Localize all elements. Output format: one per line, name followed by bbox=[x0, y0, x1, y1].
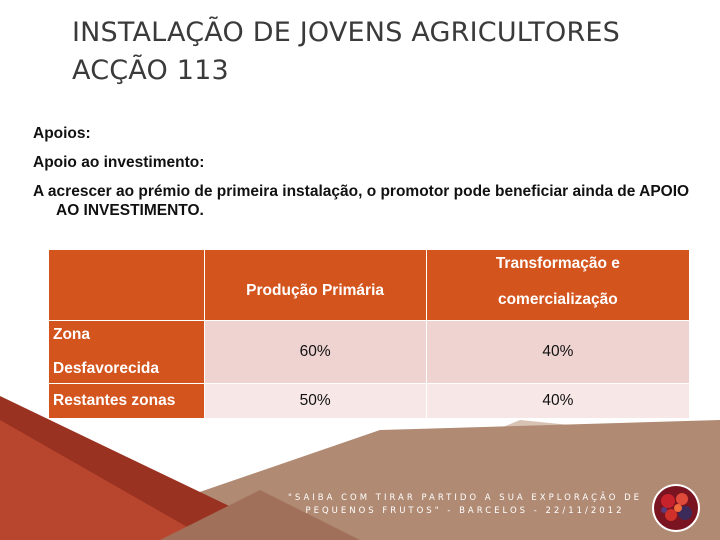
cell-producao-value: 50% bbox=[203, 383, 427, 419]
header-transformacao-line2: comercialização bbox=[497, 291, 618, 308]
row-label-restantes-zonas: Restantes zonas bbox=[48, 383, 205, 419]
paragraph-apoio-investimento: Apoio ao investimento: bbox=[33, 154, 205, 171]
table-row: Restantes zonas 50% 40% bbox=[48, 383, 691, 419]
title-line-2: ACÇÃO 113 bbox=[72, 55, 229, 86]
paragraph-description: A acrescer ao prémio de primeira instala… bbox=[33, 183, 690, 219]
content-text: Apoios: Apoio ao investimento: A acresce… bbox=[33, 124, 693, 230]
decor-brown-band bbox=[160, 490, 360, 540]
support-table: Produção Primária Transformação e comerc… bbox=[48, 249, 691, 419]
slide-title: INSTALAÇÃO DE JOVENS AGRICULTORES ACÇÃO … bbox=[72, 14, 692, 90]
cell-producao-value: 60% bbox=[203, 320, 427, 384]
row-label-line2: Desfavorecida bbox=[53, 360, 159, 377]
title-line-1: INSTALAÇÃO DE JOVENS AGRICULTORES bbox=[72, 17, 621, 48]
header-cell-transformacao: Transformação e comercialização bbox=[425, 249, 691, 321]
paragraph-apoios: Apoios: bbox=[33, 125, 91, 142]
cell-transformacao-value: 40% bbox=[425, 383, 691, 419]
header-cell-producao: Produção Primária bbox=[203, 249, 427, 321]
berries-photo-icon bbox=[652, 484, 700, 532]
row-label-line1: Zona bbox=[53, 326, 91, 343]
footer-line-1: "SAIBA COM TIRAR PARTIDO A SUA EXPLORAÇÃ… bbox=[287, 493, 643, 503]
footer-caption: "SAIBA COM TIRAR PARTIDO A SUA EXPLORAÇÃ… bbox=[285, 492, 645, 518]
header-producao-label: Produção Primária bbox=[246, 282, 384, 299]
cell-transformacao-value: 40% bbox=[425, 320, 691, 384]
decor-red-band bbox=[0, 420, 210, 540]
header-cell-empty bbox=[48, 249, 205, 321]
table-row: Zona Desfavorecida 60% 40% bbox=[48, 320, 691, 384]
header-transformacao-line1: Transformação e bbox=[495, 255, 620, 272]
table-header-row: Produção Primária Transformação e comerc… bbox=[48, 249, 691, 321]
row-label-zona-desfavorecida: Zona Desfavorecida bbox=[48, 320, 205, 384]
footer-line-2: PEQUENOS FRUTOS" - BARCELOS - 22/11/2012 bbox=[305, 506, 625, 516]
